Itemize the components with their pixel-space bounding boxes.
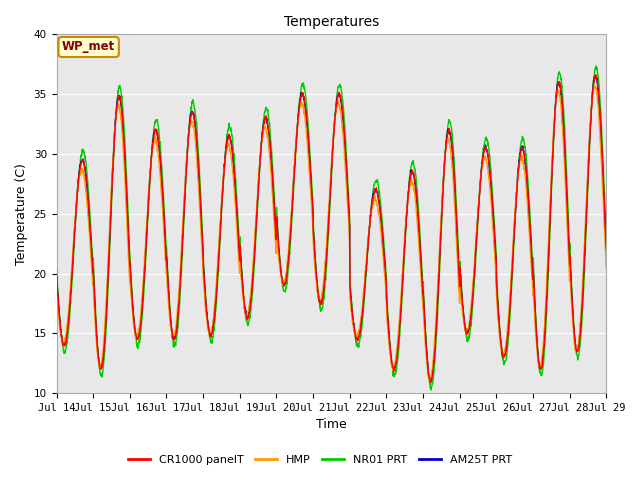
NR01 PRT (206, 335, 214, 341)
CR1000 panelT (359, 303, 367, 309)
HMP (570, 325, 577, 331)
AM25T PRT (554, 81, 562, 86)
AM25T PRT (592, 72, 600, 78)
AM25T PRT (570, 317, 577, 323)
AM25T PRT (427, 378, 435, 384)
X-axis label: Time: Time (316, 419, 347, 432)
CR1000 panelT (593, 72, 600, 78)
Line: AM25T PRT: AM25T PRT (56, 75, 606, 381)
HMP (359, 297, 367, 302)
Legend: CR1000 panelT, HMP, NR01 PRT, AM25T PRT: CR1000 panelT, HMP, NR01 PRT, AM25T PRT (124, 451, 516, 469)
CR1000 panelT (492, 244, 499, 250)
Line: HMP: HMP (56, 86, 606, 381)
Text: WP_met: WP_met (62, 40, 115, 53)
HMP (348, 307, 355, 313)
HMP (426, 378, 434, 384)
AM25T PRT (359, 300, 367, 305)
CR1000 panelT (570, 316, 577, 322)
NR01 PRT (359, 312, 367, 318)
Line: NR01 PRT: NR01 PRT (56, 66, 606, 390)
AM25T PRT (52, 275, 60, 280)
HMP (206, 329, 214, 335)
NR01 PRT (348, 294, 355, 300)
HMP (52, 288, 60, 294)
NR01 PRT (428, 387, 435, 393)
AM25T PRT (602, 250, 610, 255)
HMP (554, 86, 562, 92)
Y-axis label: Temperature (C): Temperature (C) (15, 163, 28, 264)
CR1000 panelT (554, 81, 562, 86)
Title: Temperatures: Temperatures (284, 15, 379, 29)
CR1000 panelT (52, 273, 60, 279)
NR01 PRT (602, 235, 610, 241)
NR01 PRT (592, 63, 600, 69)
AM25T PRT (348, 299, 355, 305)
CR1000 panelT (206, 331, 214, 336)
HMP (602, 265, 610, 271)
NR01 PRT (554, 75, 562, 81)
Line: CR1000 panelT: CR1000 panelT (56, 75, 606, 382)
CR1000 panelT (348, 296, 355, 301)
CR1000 panelT (426, 379, 434, 385)
HMP (492, 261, 499, 266)
AM25T PRT (206, 332, 214, 337)
NR01 PRT (492, 236, 499, 242)
AM25T PRT (492, 248, 499, 253)
CR1000 panelT (602, 246, 610, 252)
HMP (591, 83, 599, 89)
NR01 PRT (52, 266, 60, 272)
NR01 PRT (570, 313, 577, 319)
